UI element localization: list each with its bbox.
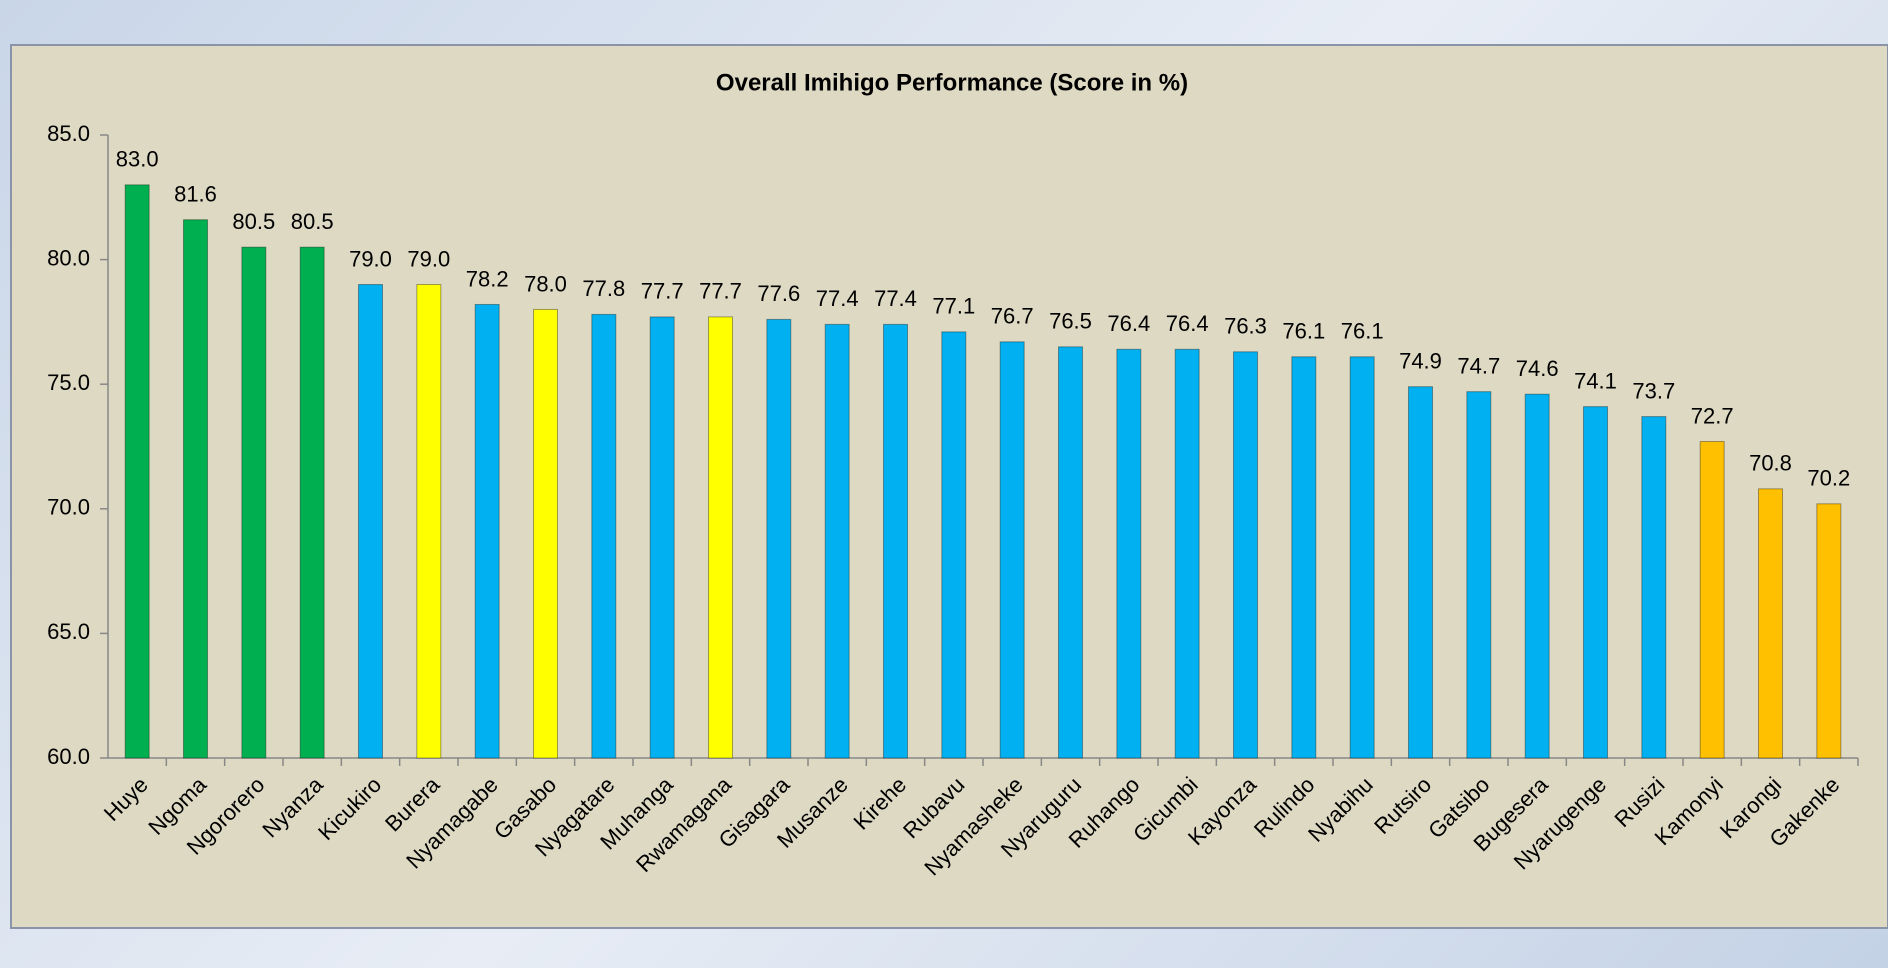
y-tick-label: 65.0 [47,619,90,644]
bar [766,318,792,759]
bar [416,284,442,759]
y-tick-label: 60.0 [47,744,90,769]
value-label: 79.0 [407,246,450,271]
value-label: 70.2 [1807,466,1850,491]
value-label: 81.6 [174,182,217,207]
y-tick-label: 75.0 [47,370,90,395]
value-label: 72.7 [1691,403,1734,428]
bar [708,316,733,759]
bar [1058,346,1083,759]
value-label: 77.8 [582,276,625,301]
bar [1758,488,1783,759]
value-label: 78.0 [524,271,567,296]
bar [1583,406,1608,759]
value-label: 77.6 [757,281,800,306]
bar [183,219,208,759]
value-label: 76.1 [1282,319,1325,344]
value-label: 77.7 [641,279,684,304]
bar [474,303,500,759]
value-label: 76.7 [991,304,1034,329]
bar [1816,503,1842,759]
value-label: 83.0 [116,147,159,172]
value-label: 74.1 [1574,368,1617,393]
y-tick-label: 85.0 [47,121,90,146]
bar [1524,393,1550,759]
bar [124,184,150,759]
bar [1466,391,1492,759]
bar [649,316,675,759]
bar [533,308,558,759]
bar [1233,351,1258,759]
y-tick-label: 80.0 [47,245,90,270]
bar [1349,356,1375,759]
value-label: 77.4 [874,286,917,311]
bar [1291,356,1317,759]
value-label: 70.8 [1749,451,1792,476]
value-label: 79.0 [349,246,392,271]
bar [1699,441,1725,759]
value-label: 76.1 [1341,319,1384,344]
value-label: 80.5 [291,209,334,234]
bar [241,246,267,759]
bar [591,313,617,759]
y-tick-label: 70.0 [47,495,90,520]
bar [999,341,1025,759]
value-label: 77.7 [699,279,742,304]
value-label: 78.2 [466,266,509,291]
value-label: 74.7 [1457,353,1500,378]
value-label: 76.5 [1049,309,1092,334]
chart-title: Overall Imihigo Performance (Score in %) [716,69,1188,96]
bar [883,323,908,759]
value-label: 76.3 [1224,314,1267,339]
value-label: 74.6 [1516,356,1559,381]
value-label: 77.1 [932,294,975,319]
bar [824,323,850,759]
bar [1174,348,1200,759]
bar [941,331,967,759]
value-label: 76.4 [1107,311,1150,336]
bar [1116,348,1142,759]
value-label: 77.4 [816,286,859,311]
value-label: 80.5 [232,209,275,234]
bar [1641,416,1667,759]
value-label: 74.9 [1399,349,1442,374]
bar [358,284,383,759]
bar [299,246,325,759]
value-label: 73.7 [1632,378,1675,403]
value-label: 76.4 [1166,311,1209,336]
bar [1408,386,1433,759]
